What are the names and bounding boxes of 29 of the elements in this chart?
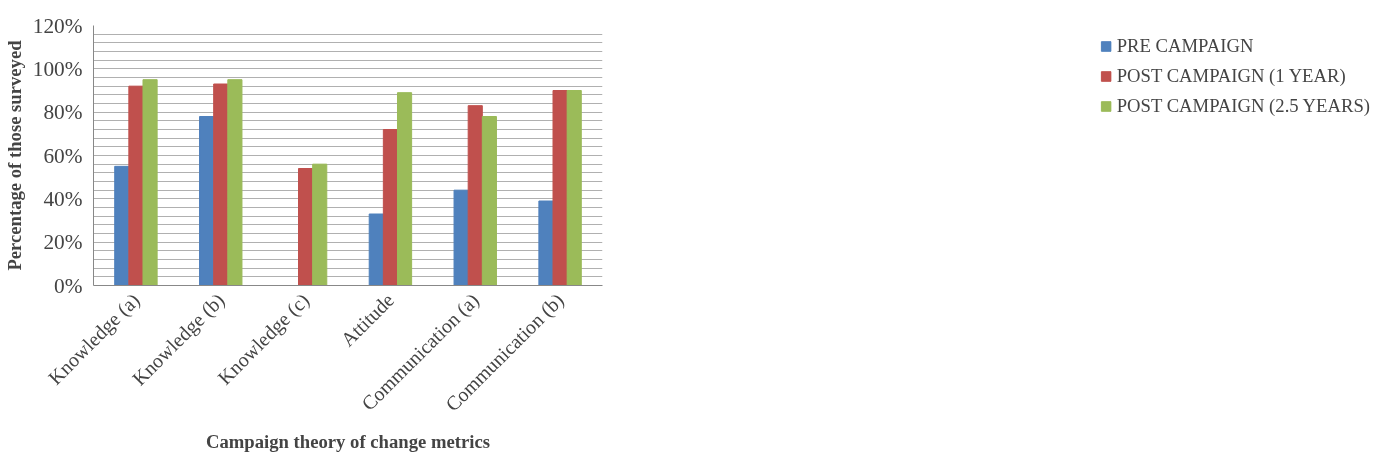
y-tick-label: 40% <box>43 186 83 211</box>
bar <box>481 116 497 286</box>
bar <box>566 90 582 286</box>
legend-label: PRE CAMPAIGN <box>1116 35 1254 57</box>
legend-label: POST CAMPAIGN (1 YEAR) <box>1116 65 1346 87</box>
bar <box>552 90 568 286</box>
bar <box>368 213 384 286</box>
bar <box>382 129 398 286</box>
bar <box>114 165 130 286</box>
bar <box>312 163 328 286</box>
bar <box>396 92 413 286</box>
bar <box>538 200 554 286</box>
x-axis-title: Campaign theory of change metrics <box>206 431 490 453</box>
bar <box>142 79 158 286</box>
y-axis-title: Percentage of those surveyed <box>3 39 25 271</box>
y-tick-label: 60% <box>43 143 83 168</box>
y-tick-label: 80% <box>43 100 83 125</box>
bar <box>213 83 229 286</box>
y-tick-label: 20% <box>43 230 83 255</box>
y-tick-label: 100% <box>32 56 83 81</box>
bar <box>298 168 314 286</box>
legend-label: POST CAMPAIGN (2.5 YEARS) <box>1116 95 1370 117</box>
y-tick-label: 120% <box>32 13 83 38</box>
bar <box>227 79 243 286</box>
bar <box>199 116 215 286</box>
y-tick-label: 0% <box>54 273 83 298</box>
bar <box>453 189 469 286</box>
bar <box>467 105 483 286</box>
bar <box>128 85 144 286</box>
